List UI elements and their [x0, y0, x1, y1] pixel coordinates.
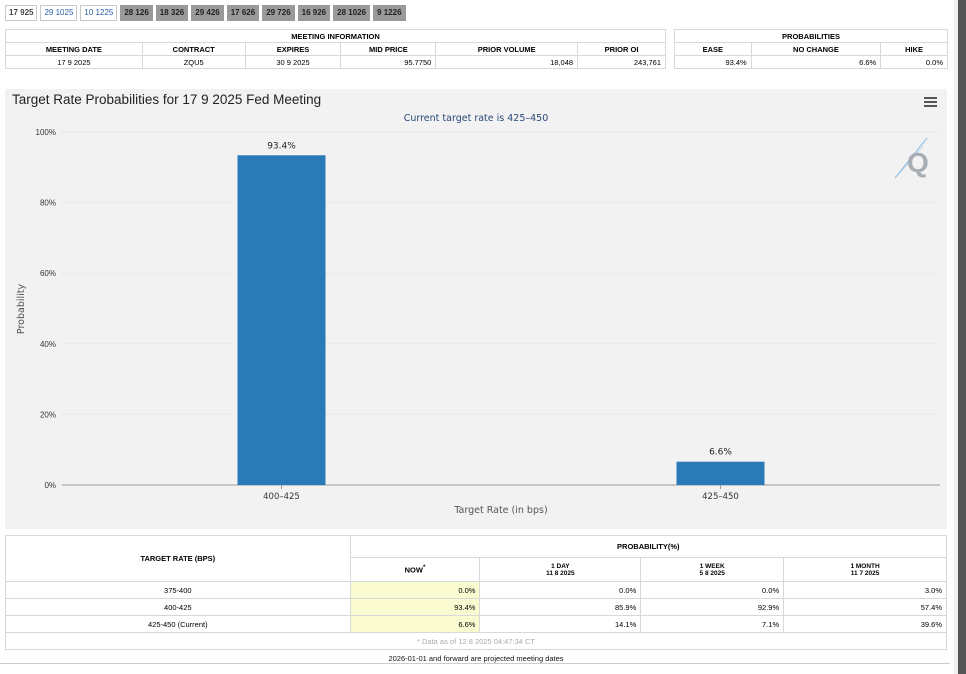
probability-cell: 39.6% — [783, 615, 947, 633]
data-label: 93.4% — [267, 141, 296, 151]
meeting-tab[interactable]: 17 925 — [5, 5, 38, 21]
header-ease: EASE — [674, 42, 752, 56]
table-row: 425-450 (Current) 6.6% 14.1% 7.1% 39.6% — [5, 615, 947, 633]
probabilities-table: PROBABILITIES EASE NO CHANGE HIKE 93.4% … — [674, 29, 948, 69]
y-tick-label: 60% — [40, 269, 56, 278]
meeting-tab[interactable]: 16 926 — [297, 5, 331, 21]
bar — [676, 461, 765, 485]
probability-cell: 6.6% — [349, 615, 481, 633]
meeting-tab[interactable]: 28 1026 — [333, 5, 371, 21]
target-rate-cell: 375-400 — [5, 581, 351, 599]
probability-cell: 93.4% — [349, 598, 481, 616]
prior-volume-value: 18,048 — [435, 55, 579, 69]
probability-cell: 0.0% — [349, 581, 481, 599]
meeting-date-tabs: 17 925 29 1025 10 1225 28 126 18 326 29 426 17… — [5, 5, 406, 21]
ease-value: 93.4% — [674, 55, 752, 69]
header-1-month: 1 MONTH 11 7 2025 — [783, 557, 947, 582]
header-hike: HIKE — [880, 42, 948, 56]
probability-cell: 0.0% — [479, 581, 642, 599]
header-mid-price: MID PRICE — [340, 42, 437, 56]
header-1-week: 1 WEEK 5 8 2025 — [640, 557, 785, 582]
header-probability: PROBABILITY(%) — [349, 535, 948, 558]
scrollbar[interactable] — [958, 0, 966, 674]
probability-cell: 3.0% — [783, 581, 947, 599]
expires-value: 30 9 2025 — [244, 55, 342, 69]
y-tick-label: 20% — [40, 410, 56, 419]
data-as-of-note: * Data as of 12 8 2025 04:47:34 CT — [5, 632, 947, 650]
header-prior-oi: PRIOR OI — [577, 42, 666, 56]
bar — [237, 155, 326, 485]
meeting-tab[interactable]: 29 726 — [262, 5, 295, 21]
y-tick-label: 40% — [40, 340, 56, 349]
projected-meetings-note: 2026-01-01 and forward are projected mee… — [388, 654, 564, 663]
target-rate-cell: 425-450 (Current) — [5, 615, 351, 633]
header-meeting-date: MEETING DATE — [5, 42, 143, 56]
table-row: 375-400 0.0% 0.0% 0.0% 3.0% — [5, 581, 947, 599]
y-tick-label: 0% — [44, 481, 56, 490]
contract-value: ZQU5 — [141, 55, 246, 69]
y-axis-label: Probability — [16, 284, 27, 335]
meeting-tab[interactable]: 18 326 — [155, 5, 189, 21]
probability-cell: 57.4% — [783, 598, 947, 616]
meeting-information-title: MEETING INFORMATION — [5, 29, 666, 43]
x-axis-label: Target Rate (in bps) — [453, 505, 547, 516]
header-now: NOW* — [349, 557, 481, 582]
scrollbar-track[interactable] — [954, 0, 958, 674]
meeting-date-value: 17 9 2025 — [5, 55, 143, 69]
x-tick-label: 400–425 — [263, 492, 300, 502]
header-no-change: NO CHANGE — [750, 42, 882, 56]
quikstrike-q-logo: Q — [894, 137, 929, 179]
header-1-day: 1 DAY 11 8 2025 — [479, 557, 642, 582]
hike-value: 0.0% — [880, 55, 948, 69]
hamburger-menu-icon[interactable] — [924, 97, 937, 107]
meeting-tab[interactable]: 29 1025 — [40, 5, 78, 21]
chart-panel: 0% 20% 40% 60% 80% 100% 93.4% 400–425 6.6% 425–45… — [5, 89, 947, 529]
probability-cell: 7.1% — [640, 615, 785, 633]
svg-text:Q: Q — [907, 147, 929, 178]
header-target-rate: TARGET RATE (BPS) — [5, 535, 351, 582]
header-prior-volume: PRIOR VOLUME — [435, 42, 579, 56]
x-tick-label: 425–450 — [702, 492, 739, 502]
meeting-tab[interactable]: 17 626 — [226, 5, 260, 21]
chart-title: Target Rate Probabilities for 17 9 2025 … — [12, 92, 322, 107]
meeting-tab[interactable]: 29 426 — [191, 5, 224, 21]
data-label: 6.6% — [709, 448, 732, 458]
meeting-information-table: MEETING INFORMATION MEETING DATE CONTRAC… — [5, 29, 666, 69]
probabilities-title: PROBABILITIES — [674, 29, 948, 43]
probability-cell: 14.1% — [479, 615, 642, 633]
meeting-tab[interactable]: 28 126 — [120, 5, 153, 21]
header-expires: EXPIRES — [244, 42, 342, 56]
probability-cell: 85.9% — [479, 598, 642, 616]
y-tick-label: 80% — [40, 199, 56, 208]
divider — [0, 663, 950, 664]
header-contract: CONTRACT — [141, 42, 246, 56]
target-rate-cell: 400-425 — [5, 598, 351, 616]
probability-cell: 0.0% — [640, 581, 785, 599]
y-tick-label: 100% — [36, 128, 56, 137]
probability-cell: 92.9% — [640, 598, 785, 616]
table-row: 400-425 93.4% 85.9% 92.9% 57.4% — [5, 598, 947, 616]
target-rate-probability-table: TARGET RATE (BPS) PROBABILITY(%) NOW* 1 … — [5, 535, 948, 650]
meeting-tab[interactable]: 10 1225 — [80, 5, 118, 21]
no-change-value: 6.6% — [750, 55, 882, 69]
prior-oi-value: 243,761 — [577, 55, 666, 69]
mid-price-value: 95.7750 — [340, 55, 437, 69]
probability-bar-chart: 0% 20% 40% 60% 80% 100% 93.4% 400–425 6.6% 425–45… — [16, 113, 940, 516]
meeting-tab[interactable]: 9 1226 — [373, 5, 406, 21]
chart-subtitle: Current target rate is 425–450 — [404, 113, 549, 124]
